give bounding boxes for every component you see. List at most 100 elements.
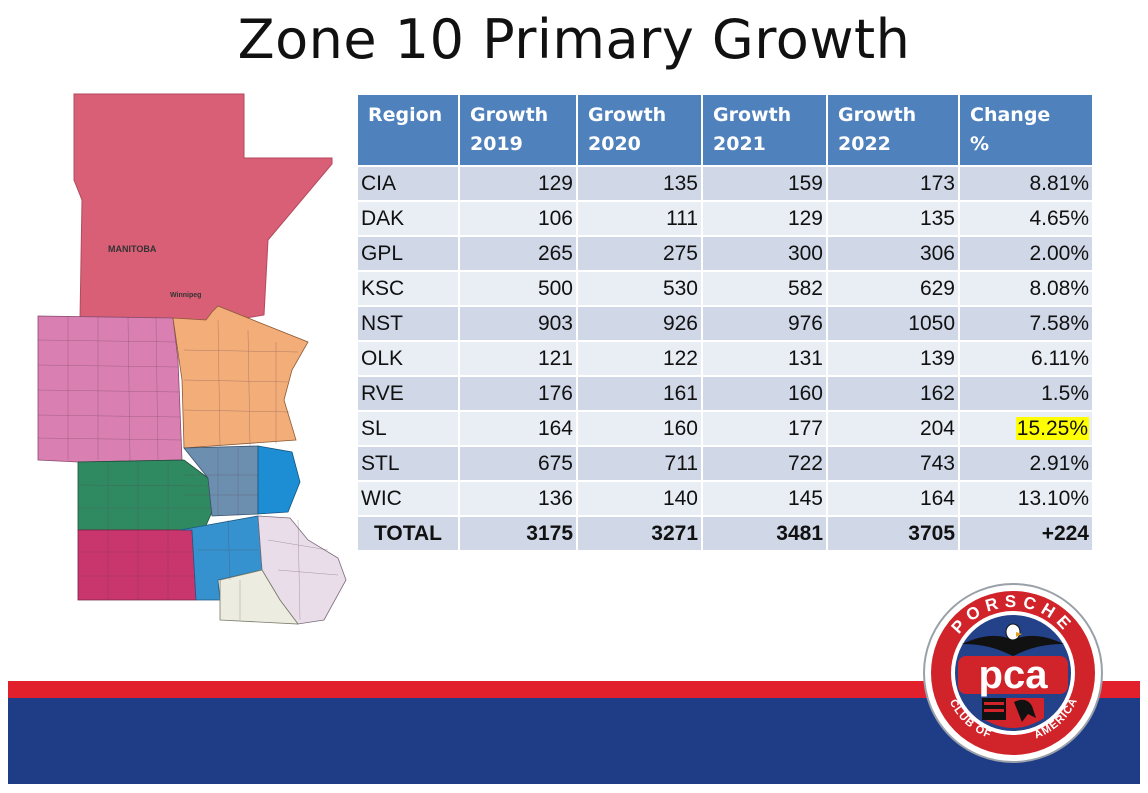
header-change-percent: Change%	[960, 95, 1092, 165]
cell-2019: 265	[460, 237, 576, 270]
cell-change: 8.08%	[960, 272, 1092, 305]
table-row: DAK 106 111 129 135 4.65%	[358, 202, 1092, 235]
table-row: STL 675 711 722 743 2.91%	[358, 447, 1092, 480]
cell-region: OLK	[358, 342, 458, 375]
table-header-row: Region Growth 2019 Growth 2020 Growth 2021 …	[358, 95, 1092, 165]
cell-2022: 743	[828, 447, 958, 480]
cell-2020: 530	[578, 272, 701, 305]
cell-change: 7.58%	[960, 307, 1092, 340]
growth-table: Region Growth 2019 Growth 2020 Growth 2021 …	[356, 93, 1094, 552]
cell-2021: 131	[703, 342, 826, 375]
manitoba-label: MANITOBA	[108, 244, 157, 254]
cell-2020: 275	[578, 237, 701, 270]
cell-2021: 582	[703, 272, 826, 305]
cell-2020: 160	[578, 412, 701, 445]
cell-2021: 177	[703, 412, 826, 445]
cell-2019: 136	[460, 482, 576, 515]
highlighted-change: 15.25%	[1015, 416, 1089, 440]
cell-2020: 140	[578, 482, 701, 515]
cell-2020: 135	[578, 167, 701, 200]
table-row: RVE 176 161 160 162 1.5%	[358, 377, 1092, 410]
cell-2021: 159	[703, 167, 826, 200]
cell-change: 2.91%	[960, 447, 1092, 480]
total-label: TOTAL	[358, 517, 458, 550]
manitoba-region	[73, 93, 333, 326]
cell-2022: 1050	[828, 307, 958, 340]
cell-region: NST	[358, 307, 458, 340]
cell-2022: 162	[828, 377, 958, 410]
cell-2022: 139	[828, 342, 958, 375]
cell-2021: 976	[703, 307, 826, 340]
cell-2021: 300	[703, 237, 826, 270]
cell-change: 1.5%	[960, 377, 1092, 410]
minnesota-region	[172, 305, 309, 449]
cell-region: SL	[358, 412, 458, 445]
total-2020: 3271	[578, 517, 701, 550]
cell-2022: 629	[828, 272, 958, 305]
table-row: GPL 265 275 300 306 2.00%	[358, 237, 1092, 270]
iowa-region	[183, 445, 259, 517]
winnipeg-label: Winnipeg	[170, 292, 201, 299]
cell-2022: 306	[828, 237, 958, 270]
cell-2019: 106	[460, 202, 576, 235]
cell-region: DAK	[358, 202, 458, 235]
table-row: KSC 500 530 582 629 8.08%	[358, 272, 1092, 305]
cell-2019: 176	[460, 377, 576, 410]
pca-logo: PORSCHE CLUB OF AMERICA pca	[923, 583, 1103, 763]
cell-2021: 722	[703, 447, 826, 480]
total-2019: 3175	[460, 517, 576, 550]
cell-2020: 161	[578, 377, 701, 410]
header-growth-2020: Growth 2020	[578, 95, 701, 165]
cell-2021: 129	[703, 202, 826, 235]
cell-region: KSC	[358, 272, 458, 305]
cell-2019: 500	[460, 272, 576, 305]
cell-2019: 903	[460, 307, 576, 340]
wisconsin-region	[257, 445, 301, 515]
cell-2019: 164	[460, 412, 576, 445]
table-row: CIA 129 135 159 173 8.81%	[358, 167, 1092, 200]
cell-change: 8.81%	[960, 167, 1092, 200]
southeast-region	[219, 569, 299, 625]
cell-region: CIA	[358, 167, 458, 200]
cell-2021: 145	[703, 482, 826, 515]
crest-shield-icon	[982, 698, 1044, 728]
cell-2022: 204	[828, 412, 958, 445]
total-2021: 3481	[703, 517, 826, 550]
dakota-region	[37, 315, 183, 463]
cell-2020: 926	[578, 307, 701, 340]
total-2022: 3705	[828, 517, 958, 550]
table-row: NST 903 926 976 1050 7.58%	[358, 307, 1092, 340]
header-growth-2019: Growth 2019	[460, 95, 576, 165]
cell-2019: 129	[460, 167, 576, 200]
header-growth-2021: Growth 2021	[703, 95, 826, 165]
footer-red-band	[8, 681, 1140, 698]
cell-region: GPL	[358, 237, 458, 270]
cell-2019: 121	[460, 342, 576, 375]
cell-2020: 711	[578, 447, 701, 480]
cell-change: 15.25%	[960, 412, 1092, 445]
eagle-icon	[962, 623, 1064, 656]
total-change: +224	[960, 517, 1092, 550]
cell-2022: 173	[828, 167, 958, 200]
header-region: Region	[358, 95, 458, 165]
cell-change: 4.65%	[960, 202, 1092, 235]
table-total-row: TOTAL 3175 3271 3481 3705 +224	[358, 517, 1092, 550]
cell-2022: 135	[828, 202, 958, 235]
slide-title: Zone 10 Primary Growth	[237, 8, 911, 71]
cell-change: 13.10%	[960, 482, 1092, 515]
logo-pca-text: pca	[979, 653, 1049, 697]
cell-region: RVE	[358, 377, 458, 410]
cell-change: 6.11%	[960, 342, 1092, 375]
cell-2020: 111	[578, 202, 701, 235]
kansas-region	[77, 529, 197, 601]
cell-region: WIC	[358, 482, 458, 515]
header-growth-2022: Growth 2022	[828, 95, 958, 165]
cell-change: 2.00%	[960, 237, 1092, 270]
table-row: OLK 121 122 131 139 6.11%	[358, 342, 1092, 375]
zone-map-image: MANITOBA Winnipeg	[37, 93, 347, 625]
cell-2020: 122	[578, 342, 701, 375]
cell-2021: 160	[703, 377, 826, 410]
cell-2022: 164	[828, 482, 958, 515]
cell-region: STL	[358, 447, 458, 480]
county-lines	[37, 316, 339, 621]
